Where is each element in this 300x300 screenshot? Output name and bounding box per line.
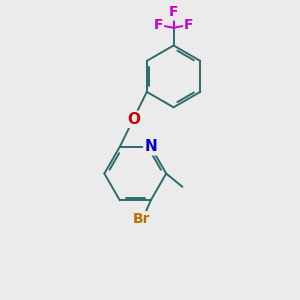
Text: Br: Br (133, 212, 151, 226)
Text: O: O (127, 112, 140, 127)
Text: N: N (144, 139, 157, 154)
Text: F: F (184, 18, 194, 32)
Text: F: F (169, 5, 178, 20)
Text: F: F (154, 18, 163, 32)
